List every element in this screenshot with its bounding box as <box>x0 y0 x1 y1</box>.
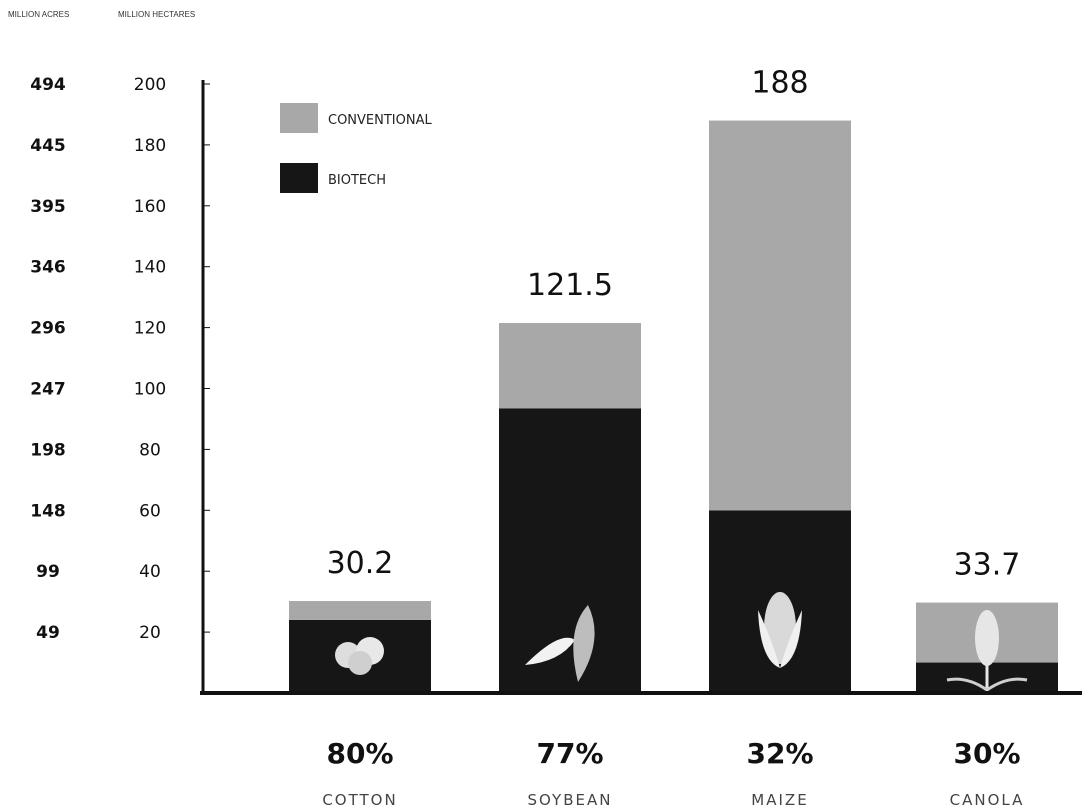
soybean-pod-icon <box>525 605 595 682</box>
canola-percent-label: 30% <box>953 737 1020 770</box>
cotton-puff <box>348 651 372 675</box>
canola-flower <box>975 610 999 666</box>
acres-tick-label: 148 <box>30 501 66 521</box>
soybean-percent-label: 77% <box>536 737 603 770</box>
acres-tick-label: 346 <box>30 258 66 278</box>
hectares-tick-label: 120 <box>134 319 166 339</box>
hectares-tick-label: 80 <box>139 440 161 460</box>
corn-husk <box>758 610 780 668</box>
soybean-category-label: SOYBEAN <box>528 791 613 809</box>
acres-tick-label: 445 <box>30 136 66 156</box>
bars <box>289 120 1058 693</box>
cotton-total-label: 30.2 <box>327 546 394 581</box>
soybean-total-label: 121.5 <box>527 268 613 303</box>
acres-tick-label: 296 <box>30 319 66 339</box>
acres-tick-label: 49 <box>36 623 60 643</box>
soybean-bar-biotech <box>499 408 641 693</box>
legend-swatch-biotech <box>280 163 318 193</box>
cotton-category-label: COTTON <box>322 791 397 809</box>
canola-leaf <box>946 677 988 692</box>
canola-category-label: CANOLA <box>950 791 1025 809</box>
acres-tick-label: 395 <box>30 197 66 217</box>
hectares-tick-label: 20 <box>139 623 161 643</box>
legend: CONVENTIONAL BIOTECH <box>280 103 432 193</box>
corn-cob-icon <box>758 592 802 668</box>
cotton-percent-label: 80% <box>326 737 393 770</box>
soybean-pod <box>525 637 575 665</box>
maize-category-label: MAIZE <box>751 791 808 809</box>
hectares-tick-label: 200 <box>134 75 166 95</box>
hectares-tick-label: 180 <box>134 136 166 156</box>
soybean-pod <box>573 605 595 682</box>
acres-unit-label: MILLION ACRES <box>8 10 69 19</box>
hectares-tick-label: 100 <box>134 380 166 400</box>
hectares-tick-label: 40 <box>139 562 161 582</box>
bar-labels: 30.2 80% COTTON 121.5 77% SOYBEAN 188 32% MAIZE 3… <box>322 66 1025 809</box>
soybean-bar-conventional <box>499 323 641 409</box>
acres-tick-label: 198 <box>30 440 66 460</box>
legend-swatch-conventional <box>280 103 318 133</box>
corn-husk <box>780 610 802 668</box>
acres-tick-label: 494 <box>30 75 66 95</box>
cotton-boll-icon <box>335 637 384 675</box>
maize-percent-label: 32% <box>746 737 813 770</box>
cotton-bar-conventional <box>289 601 431 620</box>
legend-label-conventional: CONVENTIONAL <box>328 113 432 128</box>
legend-label-biotech: BIOTECH <box>328 173 386 188</box>
canola-plant-icon <box>946 610 1028 692</box>
canola-leaf <box>986 677 1028 692</box>
hectares-unit-label: MILLION HECTARES <box>118 10 195 19</box>
hectares-tick-label: 160 <box>134 197 166 217</box>
acres-tick-label: 247 <box>30 380 66 400</box>
hectares-tick-label: 60 <box>139 501 161 521</box>
crop-icons <box>335 592 1028 692</box>
maize-total-label: 188 <box>751 66 808 101</box>
acres-tick-label: 99 <box>36 562 60 582</box>
y-axis-ticks: 494 200 445 180 395 160 346 140 296 120 247 100 198 8… <box>30 75 210 643</box>
hectares-tick-label: 140 <box>134 258 166 278</box>
maize-bar-conventional <box>709 120 851 511</box>
canola-total-label: 33.7 <box>954 548 1021 583</box>
